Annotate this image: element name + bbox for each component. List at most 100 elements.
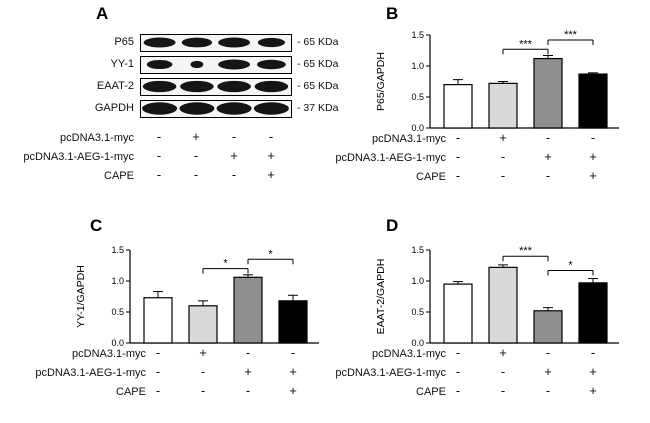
treatment-plus-minus: + (589, 383, 597, 398)
y-tick-label: 1.5 (411, 30, 424, 40)
protein-band (218, 59, 251, 70)
treatment-plus-minus: - (590, 130, 596, 145)
y-tick-label: 0.5 (411, 307, 424, 317)
treatment-plus-minus: + (199, 345, 207, 360)
blot-bands (142, 102, 289, 115)
sig-stars: *** (519, 38, 533, 50)
y-tick-label: 0.0 (411, 338, 424, 348)
treatment-plus-minus: - (155, 364, 161, 379)
y-tick-label: 1.0 (411, 276, 424, 286)
treatment-plus-minus: - (545, 168, 551, 183)
treatment-plus-minus: + (289, 383, 297, 398)
protein-band (257, 59, 286, 70)
treatment-row-label: CAPE (116, 386, 146, 398)
treatment-row-label: pcDNA3.1-AEG-1-myc (35, 367, 146, 379)
blot-lane-strip (140, 78, 292, 96)
treatment-row-label: CAPE (104, 170, 134, 182)
y-axis-title: YY-1/GAPDH (75, 265, 87, 328)
treatment-plus-minus: - (500, 383, 506, 398)
treatment-plus-minus: + (192, 129, 200, 144)
protein-band (146, 59, 173, 70)
bar-4 (278, 300, 308, 344)
protein-band (254, 80, 289, 93)
treatment-plus-minus: - (245, 383, 251, 398)
sig-stars: * (268, 248, 273, 260)
molecular-weight-label: - 65 KDa (297, 80, 339, 92)
y-axis-title: P65/GAPDH (375, 52, 387, 111)
treatment-plus-minus: - (455, 364, 461, 379)
blot-protein-label: EAAT-2 (96, 80, 134, 92)
bar-3 (533, 310, 563, 344)
treatment-row-label: pcDNA3.1-myc (372, 133, 446, 145)
treatment-plus-minus: - (200, 364, 206, 379)
treatment-plus-minus: + (230, 148, 238, 163)
treatment-plus-minus: - (455, 383, 461, 398)
treatment-row-label: CAPE (416, 171, 446, 183)
treatment-plus-minus: + (544, 364, 552, 379)
protein-band (216, 102, 252, 115)
protein-band (217, 80, 251, 93)
treatment-plus-minus: + (589, 168, 597, 183)
treatment-plus-minus: - (455, 130, 461, 145)
blot-protein-label: P65 (114, 36, 134, 48)
panel-d-label: D (386, 216, 399, 235)
treatment-plus-minus: - (231, 167, 237, 182)
blot-bands (142, 80, 289, 93)
treatment-plus-minus: - (155, 383, 161, 398)
treatment-plus-minus: + (244, 364, 252, 379)
treatment-plus-minus: - (200, 383, 206, 398)
sig-stars: * (568, 259, 573, 271)
treatment-plus-minus: - (500, 149, 506, 164)
y-tick-label: 1.0 (411, 61, 424, 71)
treatment-plus-minus: - (500, 364, 506, 379)
treatment-row-label: pcDNA3.1-myc (60, 132, 134, 144)
treatment-plus-minus: - (545, 130, 551, 145)
molecular-weight-label: - 65 KDa (297, 58, 339, 70)
treatment-plus-minus: + (499, 345, 507, 360)
y-tick-label: 1.5 (111, 245, 124, 255)
y-tick-label: 0.0 (111, 338, 124, 348)
sig-stars: *** (519, 245, 533, 257)
bar-1 (443, 83, 473, 129)
panel-b-label: B (386, 4, 399, 23)
y-tick-label: 1.5 (411, 245, 424, 255)
treatment-plus-minus: - (155, 345, 161, 360)
y-tick-label: 0.5 (411, 92, 424, 102)
protein-band (179, 102, 215, 115)
protein-band (190, 60, 204, 69)
treatment-plus-minus: - (156, 129, 162, 144)
panel-c-label: C (90, 216, 103, 235)
treatment-plus-minus: - (156, 167, 162, 182)
y-tick-label: 0.5 (111, 307, 124, 317)
treatment-row-label: pcDNA3.1-AEG-1-myc (335, 367, 446, 379)
bar-chart-yy1-gapdh: 0.0 0.5 1.0 1.5 YY-1/GAPDH * * (75, 245, 319, 348)
treatment-plus-minus: + (499, 130, 507, 145)
treatment-row-label: pcDNA3.1-myc (372, 348, 446, 360)
treatment-plus-minus: + (589, 364, 597, 379)
bar-chart-p65-gapdh: 0.0 0.5 1.0 1.5 P65/GAPDH *** *** (375, 29, 619, 133)
protein-band (142, 102, 178, 115)
treatment-plus-minus: - (500, 168, 506, 183)
bar-2 (488, 266, 518, 344)
treatment-row-label: pcDNA3.1-AEG-1-myc (335, 152, 446, 164)
treatment-plus-minus: - (231, 129, 237, 144)
treatment-plus-minus: + (589, 149, 597, 164)
blot-bands (146, 59, 286, 70)
treatment-plus-minus: + (289, 364, 297, 379)
treatment-plus-minus: - (245, 345, 251, 360)
bar-2 (188, 305, 218, 344)
treatment-plus-minus: - (590, 345, 596, 360)
protein-band (142, 80, 177, 93)
bar-3 (233, 276, 263, 344)
blot-lane-strip (140, 100, 292, 118)
bar-1 (143, 297, 173, 344)
treatment-plus-minus: + (267, 148, 275, 163)
sig-stars: * (223, 258, 228, 270)
sig-stars: *** (564, 29, 578, 41)
treatment-plus-minus: + (544, 149, 552, 164)
blot-bands (143, 37, 285, 48)
treatment-plus-minus: + (267, 167, 275, 182)
